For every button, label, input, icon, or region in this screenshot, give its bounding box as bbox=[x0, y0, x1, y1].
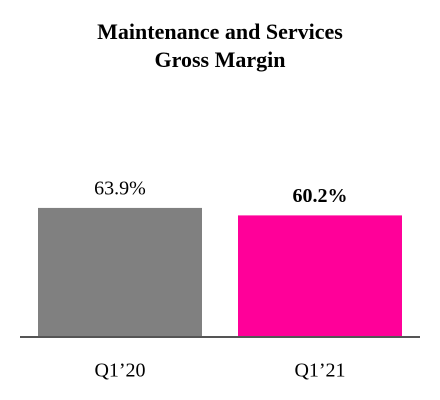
x-tick-label: Q1’20 bbox=[94, 360, 145, 382]
x-tick-label: Q1’21 bbox=[294, 360, 345, 382]
bar bbox=[38, 207, 202, 337]
value-label: 60.2% bbox=[293, 185, 348, 207]
bar bbox=[238, 215, 402, 337]
value-label: 63.9% bbox=[94, 178, 146, 200]
chart-title: Maintenance and Services Gross Margin bbox=[97, 19, 343, 72]
